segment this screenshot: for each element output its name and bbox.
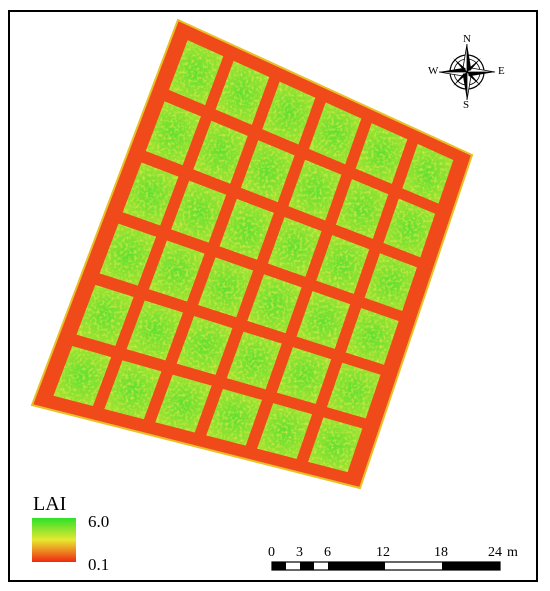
compass-north-label: N <box>463 33 471 45</box>
crop-plot <box>308 102 362 165</box>
compass-east-label: E <box>498 65 505 77</box>
legend-title: LAI <box>33 493 67 515</box>
legend-min-label: 0.1 <box>88 555 110 574</box>
crop-plot <box>296 291 351 349</box>
compass-west-label: W <box>428 65 439 77</box>
crop-plot <box>364 253 417 312</box>
plot-grid <box>53 40 454 473</box>
scale-tick-label: 3 <box>296 545 303 560</box>
crop-plot <box>76 284 134 346</box>
scale-tick-label: 18 <box>434 545 448 560</box>
crop-plot <box>316 235 370 294</box>
crop-plot <box>155 374 212 433</box>
scale-bar <box>271 561 501 571</box>
scale-tick-label: 24 <box>488 545 502 560</box>
crop-plot <box>148 240 205 302</box>
crop-plot <box>193 120 248 184</box>
crop-plot <box>226 331 282 390</box>
crop-plot <box>267 216 322 277</box>
legend-max-label: 6.0 <box>88 512 110 531</box>
crop-plot <box>257 403 313 459</box>
scale-segment <box>442 562 500 570</box>
crop-plot <box>145 101 201 166</box>
crop-plot <box>219 198 274 260</box>
crop-plot <box>122 162 179 226</box>
scale-segment <box>328 562 385 570</box>
crop-plot <box>198 257 254 318</box>
field-raster <box>30 18 474 490</box>
crop-plot <box>176 316 233 375</box>
scale-tick-label: 6 <box>324 545 331 560</box>
crop-plot <box>355 123 408 184</box>
crop-plot <box>215 60 270 125</box>
crop-plot <box>104 360 162 420</box>
crop-plot <box>383 198 436 258</box>
scale-segment <box>300 562 314 570</box>
crop-plot <box>276 347 332 404</box>
crop-plot <box>126 300 183 361</box>
crop-plot <box>240 140 295 203</box>
crop-plot <box>402 143 454 204</box>
compass-rose-icon <box>438 43 496 101</box>
crop-plot <box>206 388 262 446</box>
crop-plot <box>326 362 381 419</box>
crop-plot <box>262 81 316 145</box>
crop-plot <box>335 179 389 239</box>
crop-plot <box>171 180 227 243</box>
crop-plot <box>168 40 224 106</box>
crop-plot <box>99 223 157 286</box>
scale-tick-label: 0 <box>268 545 275 560</box>
crop-plot <box>247 274 302 334</box>
legend-color-bar <box>32 518 76 562</box>
scale-tick-label: 12 <box>376 545 390 560</box>
crop-plot <box>288 159 342 221</box>
crop-plot <box>308 417 363 473</box>
scale-unit-label: m <box>507 545 518 560</box>
compass-south-label: S <box>463 99 470 111</box>
scale-segment <box>272 562 286 570</box>
crop-plot <box>53 346 112 407</box>
crop-plot <box>345 308 399 365</box>
